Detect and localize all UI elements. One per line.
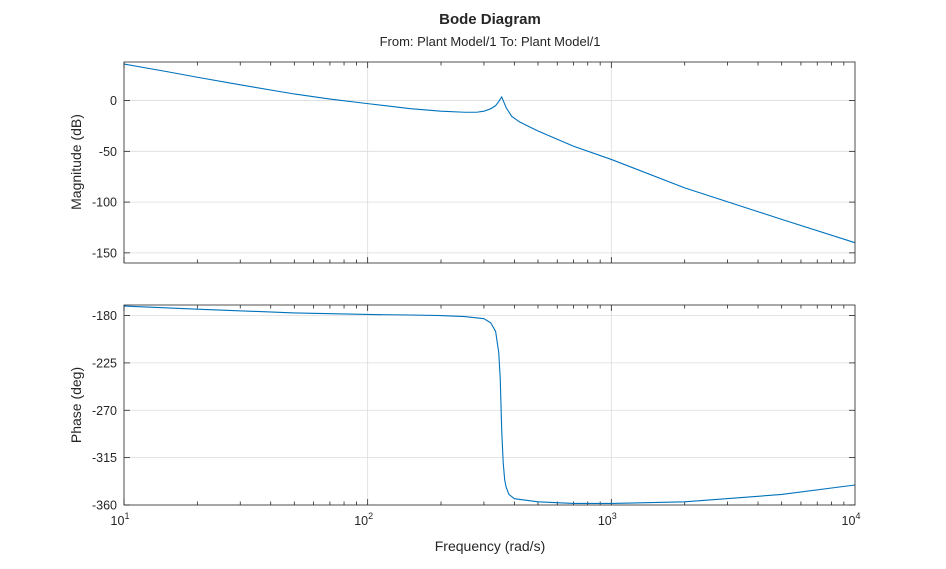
- magnitude-axis-label: Magnitude (dB): [68, 114, 84, 210]
- x-tick-exponent: 3: [612, 511, 617, 521]
- phase-y-tick-label: -225: [92, 356, 117, 370]
- magnitude-axes: 0 -50 -100 -150: [92, 61, 856, 264]
- frequency-axis-label: Frequency (rad/s): [435, 538, 545, 554]
- x-tick-label: 101: [111, 511, 130, 528]
- phase-y-tick-label: -315: [92, 451, 117, 465]
- phase-curve: [123, 305, 856, 504]
- magnitude-curve: [123, 63, 856, 244]
- x-tick-label: 103: [598, 511, 617, 528]
- x-tick-base: 10: [598, 514, 612, 528]
- magnitude-y-tick-label: -150: [92, 246, 117, 260]
- chart-subtitle: From: Plant Model/1 To: Plant Model/1: [380, 34, 601, 49]
- magnitude-y-tick-label: -100: [92, 196, 117, 210]
- phase-y-tick-label: -180: [92, 309, 117, 323]
- x-tick-exponent: 2: [368, 511, 373, 521]
- phase-y-tick-label: -270: [92, 404, 117, 418]
- phase-y-tick-label: -360: [92, 499, 117, 513]
- chart-title: Bode Diagram: [439, 11, 541, 28]
- x-tick-label: 104: [842, 511, 861, 528]
- x-tick-base: 10: [111, 514, 125, 528]
- magnitude-y-tick-label: -50: [99, 145, 117, 159]
- x-tick-base: 10: [842, 514, 856, 528]
- phase-axis-label: Phase (deg): [68, 367, 84, 443]
- magnitude-y-tick-label: 0: [110, 94, 117, 108]
- magnitude-axes-frame: [123, 61, 856, 264]
- x-tick-label: 102: [354, 511, 373, 528]
- x-tick-exponent: 1: [124, 511, 129, 521]
- phase-axes-frame: [123, 304, 856, 506]
- x-tick-base: 10: [354, 514, 368, 528]
- x-tick-exponent: 4: [855, 511, 860, 521]
